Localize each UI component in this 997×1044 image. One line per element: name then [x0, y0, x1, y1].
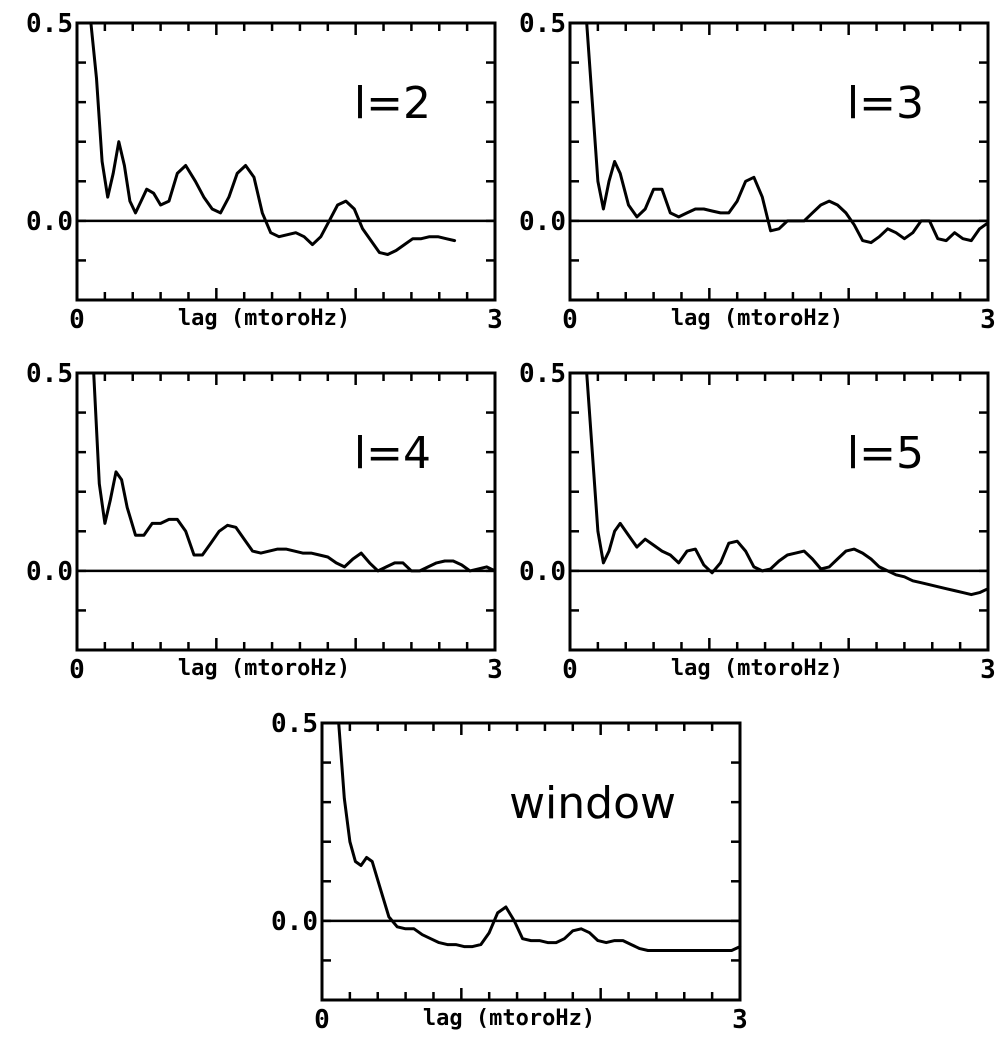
chart-window: 0.5 0.0 0 3 lag (mtoroHz) window — [271, 709, 748, 1035]
panel-label: l=3 — [847, 78, 924, 129]
panel-label: l=4 — [354, 428, 431, 479]
x-tick-label: 3 — [980, 305, 996, 335]
y-tick-label: 0.0 — [519, 557, 566, 587]
data-line — [92, 371, 497, 573]
x-tick-label: 0 — [69, 305, 85, 335]
x-axis-title: lag (mtoroHz) — [178, 656, 350, 681]
plot-frame — [320, 721, 742, 1002]
plot-frame — [568, 371, 990, 652]
panel-l3: 0.5 0.0 0 3 lag (mtoroHz) l=3 — [493, 0, 996, 345]
y-tick-label: 0.0 — [26, 207, 73, 237]
plot-frame — [568, 21, 990, 302]
x-tick-label: 3 — [487, 305, 503, 335]
x-tick-label: 0 — [69, 655, 85, 685]
y-tick-label: 0.0 — [271, 907, 318, 937]
x-tick-label: 3 — [980, 655, 996, 685]
panel-label: l=2 — [354, 78, 431, 129]
panel-l4: 0.5 0.0 0 3 lag (mtoroHz) l=4 — [0, 350, 503, 695]
y-tick-label: 0.5 — [26, 9, 73, 39]
panel-l2: 0.5 0.0 0 3 lag (mtoroHz) l=2 — [0, 0, 503, 345]
x-axis-title: lag (mtoroHz) — [671, 306, 843, 331]
plot-frame — [75, 371, 497, 652]
x-axis-title: lag (mtoroHz) — [178, 306, 350, 331]
y-tick-label: 0.5 — [519, 359, 566, 389]
x-tick-label: 3 — [732, 1005, 748, 1035]
panel-label: l=5 — [847, 428, 924, 479]
y-tick-label: 0.0 — [519, 207, 566, 237]
data-line — [337, 721, 742, 952]
panel-window: 0.5 0.0 0 3 lag (mtoroHz) window — [245, 700, 748, 1044]
chart-l5: 0.5 0.0 0 3 lag (mtoroHz) l=5 — [519, 359, 996, 685]
chart-l2: 0.5 0.0 0 3 lag (mtoroHz) l=2 — [26, 9, 503, 335]
x-tick-label: 0 — [314, 1005, 330, 1035]
data-line — [89, 21, 457, 256]
x-axis-title: lag (mtoroHz) — [671, 656, 843, 681]
chart-l3: 0.5 0.0 0 3 lag (mtoroHz) l=3 — [519, 9, 996, 335]
y-tick-label: 0.0 — [26, 557, 73, 587]
data-line — [585, 371, 990, 597]
panel-l5: 0.5 0.0 0 3 lag (mtoroHz) l=5 — [493, 350, 996, 695]
x-tick-label: 3 — [487, 655, 503, 685]
plot-frame — [75, 21, 497, 302]
x-axis-title: lag (mtoroHz) — [423, 1006, 595, 1031]
panel-label: window — [509, 778, 676, 829]
y-tick-label: 0.5 — [26, 359, 73, 389]
y-tick-label: 0.5 — [519, 9, 566, 39]
y-tick-label: 0.5 — [271, 709, 318, 739]
data-line — [585, 21, 990, 245]
x-tick-label: 0 — [562, 655, 578, 685]
chart-l4: 0.5 0.0 0 3 lag (mtoroHz) l=4 — [26, 359, 503, 685]
x-tick-label: 0 — [562, 305, 578, 335]
